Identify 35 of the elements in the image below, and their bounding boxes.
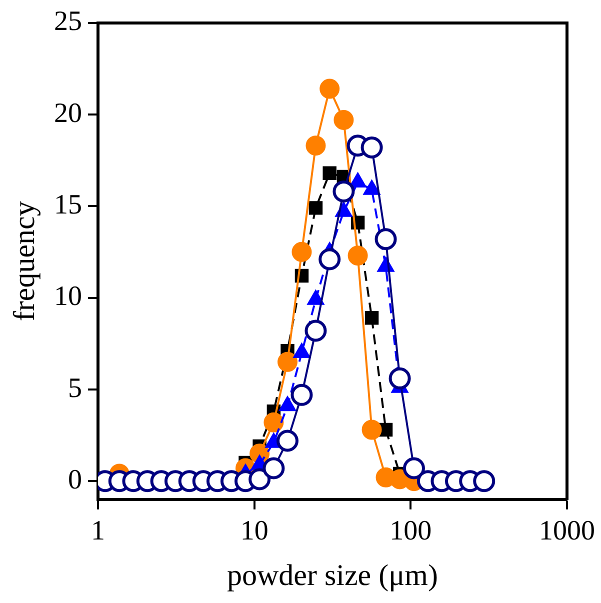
y-tick-label: 0 — [68, 464, 82, 496]
y-tick-label: 25 — [54, 6, 82, 38]
y-axis-title: frequency — [8, 201, 41, 322]
point — [264, 412, 284, 432]
point — [362, 420, 382, 440]
point — [248, 468, 271, 490]
point — [262, 457, 285, 480]
point — [322, 166, 336, 180]
point — [374, 228, 397, 250]
point — [292, 242, 312, 262]
x-axis-title: powder size (μm) — [226, 558, 438, 592]
point — [402, 457, 425, 480]
point — [276, 430, 299, 452]
y-tick-label: 5 — [68, 372, 82, 404]
point — [388, 367, 411, 390]
x-tick-label: 100 — [390, 516, 432, 547]
y-tick-label: 15 — [54, 189, 82, 220]
point — [320, 78, 340, 99]
point — [348, 246, 368, 266]
point — [308, 201, 323, 215]
y-tick-label: 10 — [54, 281, 82, 312]
point — [364, 311, 379, 325]
x-tick-label: 1 — [91, 516, 105, 547]
point — [306, 136, 326, 156]
point — [334, 110, 354, 130]
x-tick-label: 10 — [240, 516, 268, 547]
point — [360, 136, 383, 158]
point — [290, 384, 313, 406]
point — [278, 352, 298, 372]
x-tick-label: 1000 — [539, 516, 595, 547]
point — [473, 470, 496, 492]
point — [318, 248, 341, 270]
point — [304, 320, 327, 342]
y-tick-label: 20 — [54, 98, 82, 129]
point — [332, 180, 355, 202]
